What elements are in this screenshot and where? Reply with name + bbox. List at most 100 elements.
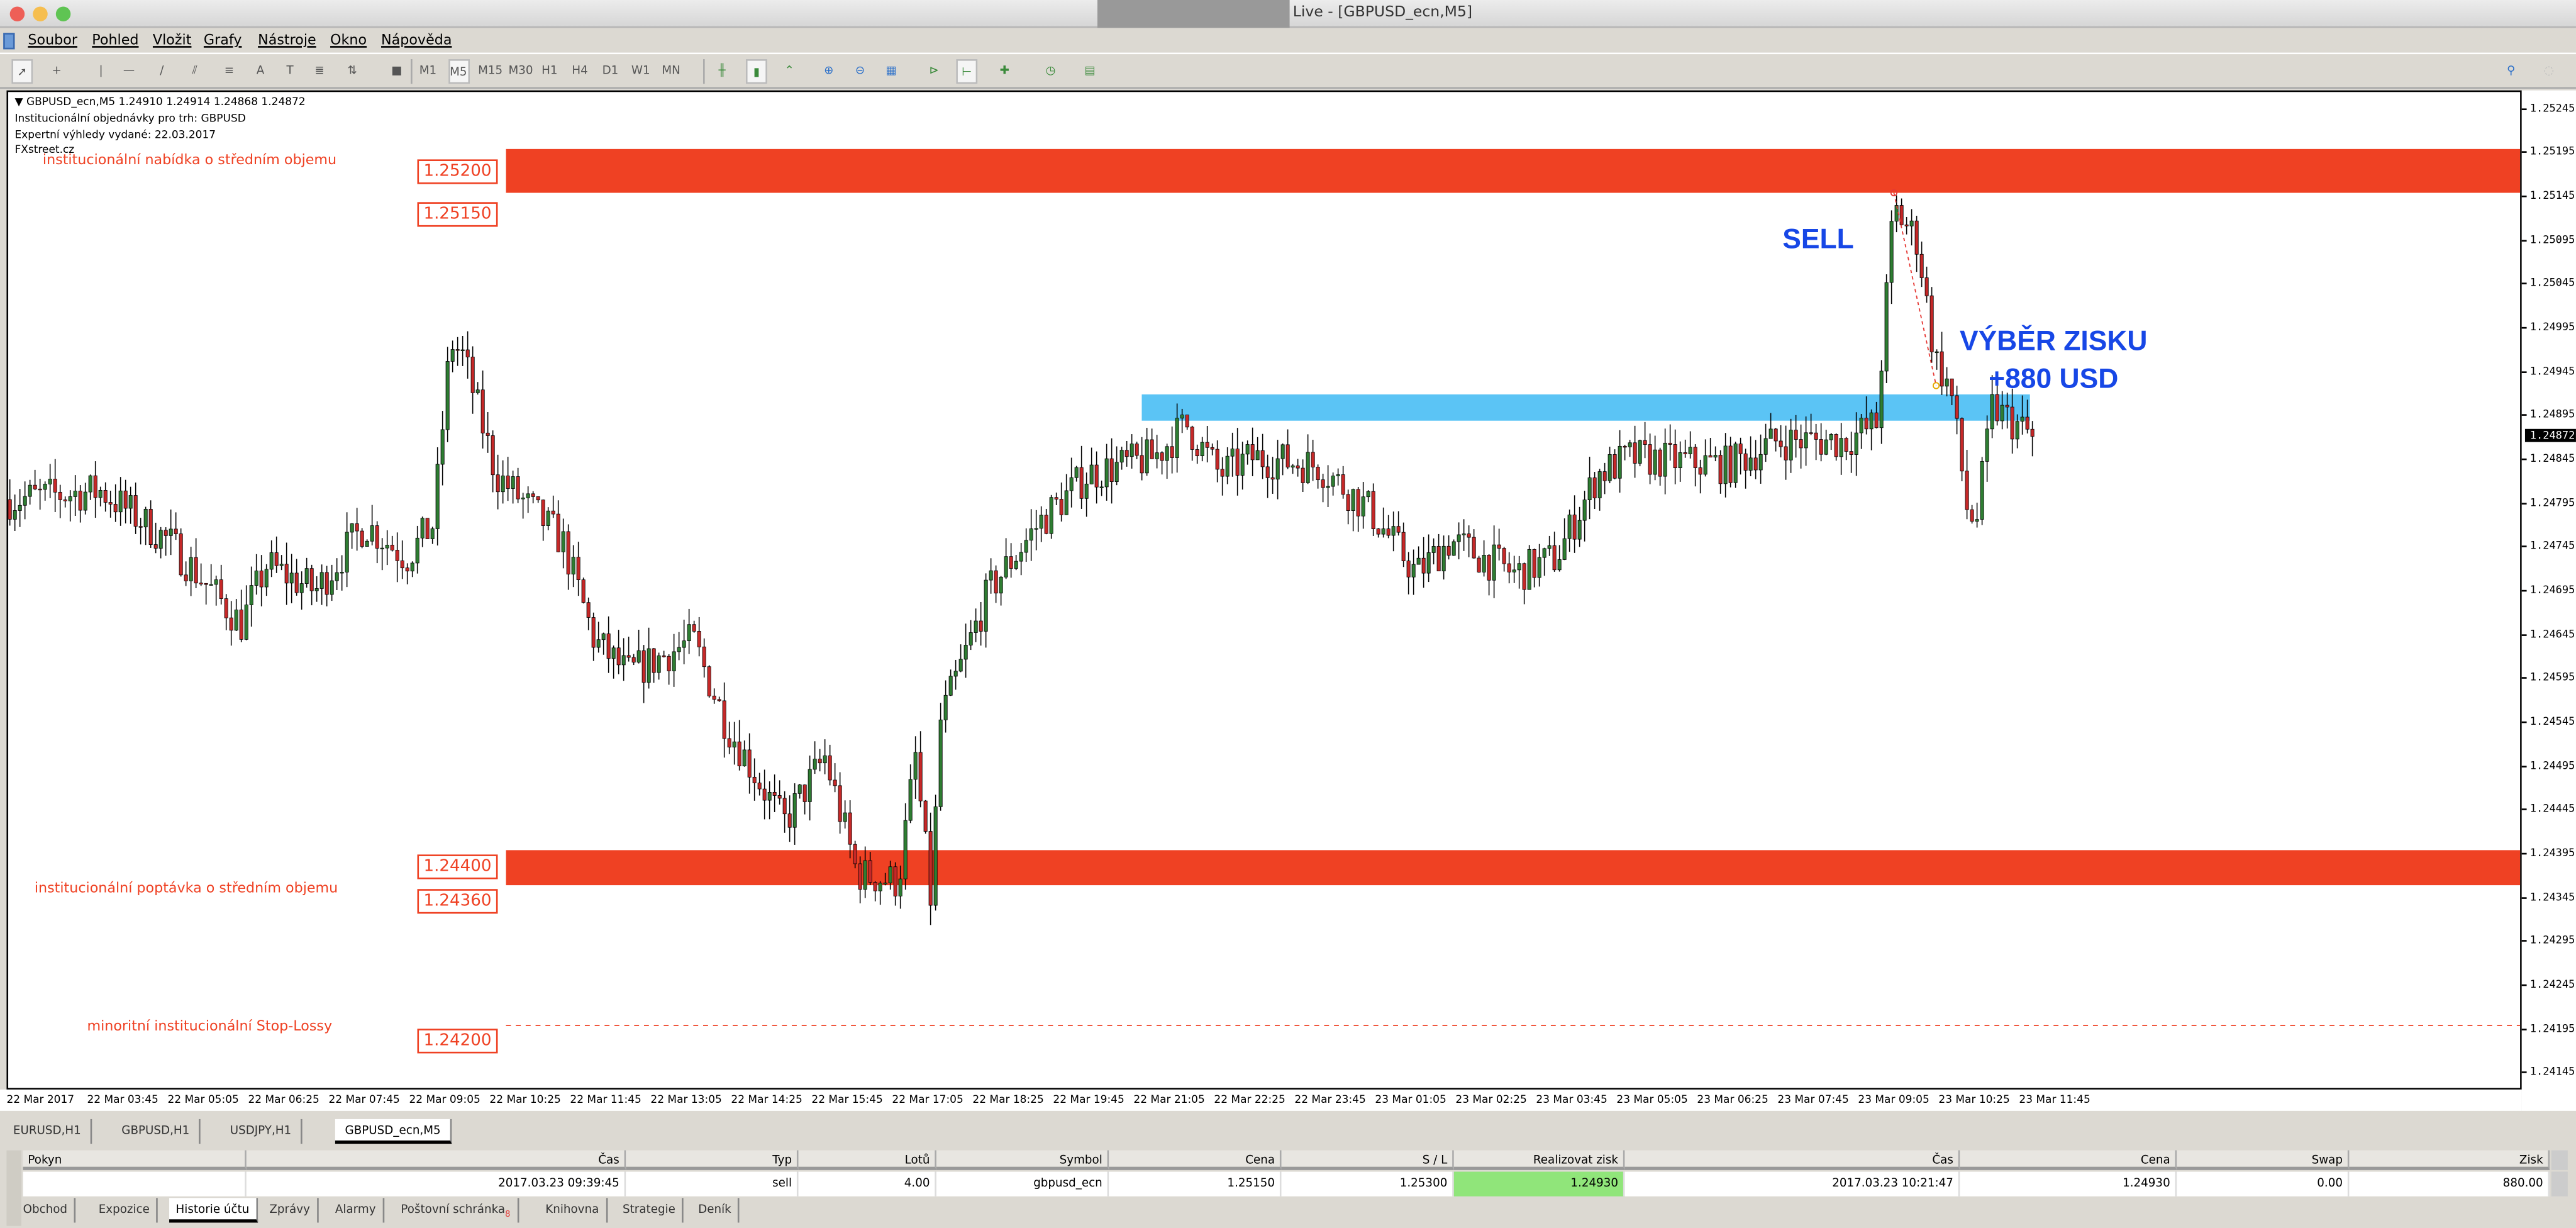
- time-axis[interactable]: 22 Mar 2017 22 Mar 03:45 22 Mar 05:05 22 Ma…: [0, 1089, 2522, 1111]
- horizontal-line-icon[interactable]: —: [123, 64, 135, 77]
- terminal-tab[interactable]: Historie účtu: [169, 1198, 258, 1223]
- zoom-in-icon[interactable]: ⊕: [824, 64, 834, 77]
- column-header[interactable]: Realizovat zisk: [1453, 1150, 1625, 1170]
- menu-6[interactable]: Nápověda: [381, 33, 452, 50]
- chart-tab[interactable]: EURUSD,H1: [3, 1119, 93, 1144]
- fibonacci-icon[interactable]: ≡: [224, 64, 235, 77]
- column-header[interactable]: Zisk: [2349, 1150, 2550, 1170]
- timeframe-D1[interactable]: D1: [602, 64, 619, 77]
- text-icon[interactable]: A: [256, 64, 265, 77]
- candle-body: [1462, 533, 1466, 535]
- column-header[interactable]: Swap: [2177, 1150, 2350, 1170]
- timeframe-H1[interactable]: H1: [541, 64, 558, 77]
- column-header[interactable]: Cena: [1109, 1150, 1282, 1170]
- tile-windows-icon[interactable]: ▦: [886, 64, 897, 77]
- candle-body: [475, 389, 480, 393]
- time-tick-label: 22 Mar 23:45: [1294, 1093, 1366, 1107]
- crosshair-icon[interactable]: +: [52, 64, 62, 77]
- table-cell: sell: [626, 1171, 799, 1197]
- column-header[interactable]: Čas: [246, 1150, 626, 1170]
- column-header[interactable]: Pokyn: [23, 1150, 247, 1170]
- candle-body: [1929, 295, 1934, 352]
- timeframe-M1[interactable]: M1: [419, 64, 437, 77]
- fib-fan-icon[interactable]: ≣: [314, 64, 325, 77]
- candlestick-icon[interactable]: ▮: [745, 59, 767, 84]
- candle-body: [712, 695, 716, 700]
- menu-4[interactable]: Nástroje: [258, 33, 316, 50]
- maximize-window-button[interactable]: [55, 6, 71, 21]
- price-label-demand-upper: 1.24400: [417, 854, 498, 879]
- column-header[interactable]: Čas: [1624, 1150, 1960, 1170]
- terminal-tab[interactable]: Knihovna: [539, 1198, 608, 1223]
- terminal-tab[interactable]: Poštovní schránka8: [394, 1198, 519, 1223]
- autoscroll-icon[interactable]: ⊢: [956, 59, 978, 84]
- candle-body: [903, 820, 908, 879]
- candle-body: [314, 588, 319, 591]
- chat-icon[interactable]: ◌: [2543, 64, 2554, 77]
- terminal-tab[interactable]: Obchod: [16, 1198, 76, 1223]
- channel-icon[interactable]: ⫽: [192, 64, 197, 77]
- candle-body: [1492, 544, 1496, 581]
- candle-body: [1889, 221, 1894, 283]
- menu-2[interactable]: Vložit: [152, 33, 192, 50]
- terminal-tab[interactable]: Expozice: [92, 1198, 158, 1223]
- bar-chart-icon[interactable]: ╫: [718, 64, 726, 77]
- price-axis[interactable]: 1.25245 1.25195 1.25145 1.25095 1.25045 1.249…: [2521, 90, 2576, 1111]
- candle-body: [113, 504, 118, 513]
- color-icon[interactable]: ■: [391, 64, 402, 77]
- candle-body: [1723, 445, 1728, 484]
- periods-icon[interactable]: ◷: [1045, 64, 1056, 77]
- indicators-icon[interactable]: ✚: [999, 64, 1010, 77]
- minimize-window-button[interactable]: [33, 6, 48, 21]
- candle-body: [118, 490, 123, 513]
- candle-body: [1089, 464, 1094, 484]
- price-tick-mark: [2521, 896, 2527, 898]
- column-header[interactable]: Cena: [1960, 1150, 2177, 1170]
- terminal-tab[interactable]: Deník: [692, 1198, 740, 1223]
- candle-body: [1914, 220, 1919, 255]
- menu-5[interactable]: Okno: [330, 33, 367, 50]
- trendline-icon[interactable]: /: [160, 64, 164, 77]
- price-tick-mark: [2521, 852, 2527, 855]
- candle-body: [1607, 454, 1612, 481]
- scroll-down-button[interactable]: [2551, 1171, 2568, 1197]
- close-window-button[interactable]: [9, 6, 25, 21]
- label-icon[interactable]: T: [286, 64, 294, 77]
- timeframe-M15[interactable]: M15: [478, 64, 503, 77]
- cursor-icon[interactable]: ➚: [11, 59, 33, 84]
- candle-body: [1124, 450, 1129, 457]
- timeframe-H4[interactable]: H4: [572, 64, 588, 77]
- timeframe-MN[interactable]: MN: [662, 64, 680, 77]
- collapse-triangle-icon[interactable]: ▼: [14, 95, 26, 109]
- chart-tab[interactable]: GBPUSD,H1: [112, 1119, 201, 1144]
- zoom-out-icon[interactable]: ⊖: [855, 64, 865, 77]
- column-header[interactable]: Symbol: [936, 1150, 1109, 1170]
- candle-body: [340, 572, 344, 574]
- chart-tab[interactable]: GBPUSD_ecn,M5: [335, 1119, 452, 1144]
- menu-3[interactable]: Grafy: [203, 33, 242, 50]
- timeframe-W1[interactable]: W1: [631, 64, 650, 77]
- timeframe-M30[interactable]: M30: [508, 64, 533, 77]
- price-chart[interactable]: ▼ GBPUSD_ecn,M5 1.24910 1.24914 1.24868 …: [6, 90, 2522, 1090]
- search-icon[interactable]: ⚲: [2507, 64, 2516, 77]
- menu-0[interactable]: Soubor: [28, 33, 77, 50]
- vertical-line-icon[interactable]: |: [99, 64, 103, 77]
- column-header[interactable]: Lotů: [798, 1150, 936, 1170]
- templates-icon[interactable]: ▤: [1084, 64, 1096, 77]
- scroll-up-button[interactable]: [2551, 1150, 2568, 1170]
- terminal-tab[interactable]: Strategie: [616, 1198, 684, 1223]
- time-tick-label: 23 Mar 09:05: [1858, 1093, 1929, 1107]
- column-header[interactable]: Typ: [626, 1150, 799, 1170]
- chart-tab[interactable]: USDJPY,H1: [220, 1119, 303, 1144]
- menu-1[interactable]: Pohled: [92, 33, 139, 50]
- terminal-tab[interactable]: Alarmy: [328, 1198, 384, 1223]
- line-chart-icon[interactable]: ⌃: [784, 64, 794, 77]
- candle-body: [1291, 466, 1295, 467]
- timeframe-M5[interactable]: M5: [447, 59, 469, 84]
- candle-body: [239, 610, 243, 640]
- candle-body: [823, 755, 827, 764]
- terminal-tab[interactable]: Zprávy: [263, 1198, 318, 1223]
- chart-shift-icon[interactable]: ⊳: [929, 64, 939, 77]
- column-header[interactable]: S / L: [1281, 1150, 1454, 1170]
- arrows-icon[interactable]: ⇅: [347, 64, 357, 77]
